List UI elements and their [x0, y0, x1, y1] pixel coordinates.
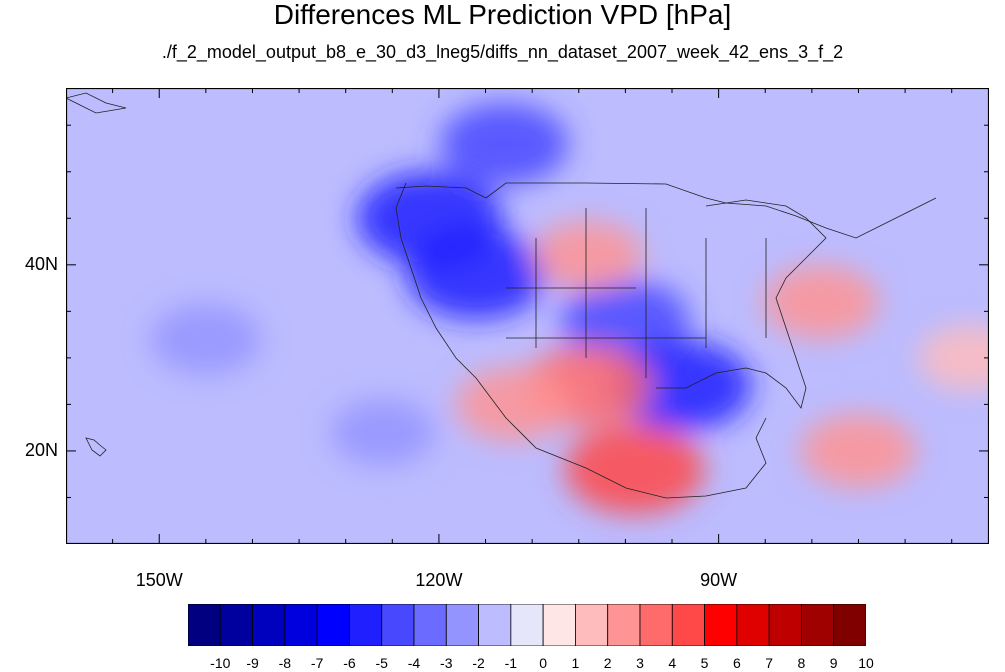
colorbar-label: 2 — [603, 655, 612, 671]
map-frame — [66, 88, 989, 544]
colorbar-label: 5 — [700, 655, 709, 671]
map-title: Differences ML Prediction VPD [hPa] — [273, 0, 732, 30]
colorbar-swatch — [542, 604, 576, 646]
anomaly-region-5 — [533, 220, 644, 291]
colorbar-swatch — [252, 604, 286, 646]
colorbar-label: 8 — [797, 655, 806, 671]
anomaly-region-10 — [800, 413, 917, 488]
colorbar-swatch — [801, 604, 835, 646]
colorbar-swatch — [736, 604, 770, 646]
colorbar-label: -3 — [440, 655, 453, 671]
colorbar-label: -6 — [343, 655, 356, 671]
colorbar-swatch — [316, 604, 350, 646]
map-subtitle: ./f_2_model_output_b8_e_30_d3_lneg5/diff… — [161, 42, 844, 62]
colorbar-swatch — [607, 604, 641, 646]
colorbar-label: 0 — [539, 655, 548, 671]
colorbar-swatch — [510, 604, 544, 646]
colorbar-swatch — [349, 604, 383, 646]
colorbar-swatch — [188, 604, 221, 646]
colorbar-label: 6 — [732, 655, 741, 671]
lon-label: 90W — [700, 570, 738, 590]
anomaly-region-12 — [150, 304, 261, 375]
colorbar-label: 9 — [829, 655, 838, 671]
colorbar-swatch — [768, 604, 802, 646]
colorbar-swatch — [671, 604, 705, 646]
anomaly-region-11 — [918, 324, 989, 391]
colorbar-label: -5 — [375, 655, 388, 671]
colorbar-swatch — [381, 604, 415, 646]
colorbar-swatch — [284, 604, 318, 646]
colorbar-swatch — [833, 604, 866, 646]
colorbar-label: 10 — [858, 655, 874, 671]
lon-label: 120W — [415, 570, 463, 590]
anomaly-region-7 — [564, 424, 705, 515]
colorbar-label: -1 — [504, 655, 518, 671]
colorbar — [188, 604, 866, 646]
colorbar-label: -9 — [246, 655, 259, 671]
colorbar-label: -8 — [278, 655, 292, 671]
vpd-difference-map — [66, 88, 989, 544]
colorbar-label: -7 — [310, 655, 324, 671]
colorbar-label: 7 — [765, 655, 774, 671]
colorbar-swatch — [704, 604, 738, 646]
colorbar-label: -10 — [210, 655, 231, 671]
anomaly-region-2 — [406, 229, 547, 320]
coastline — [66, 92, 937, 499]
anomaly-region-3 — [561, 279, 690, 362]
lat-label: 20N — [24, 439, 58, 460]
colorbar-swatch — [219, 604, 253, 646]
anomaly-region-9 — [763, 265, 880, 340]
colorbar-label: 4 — [668, 655, 677, 671]
colorbar-label: 3 — [636, 655, 644, 671]
anomaly-region-0 — [440, 102, 569, 185]
colorbar-swatch — [413, 604, 447, 646]
colorbar-swatch — [445, 604, 479, 646]
colorbar-swatch — [478, 604, 512, 646]
colorbar-swatch — [639, 604, 673, 646]
lat-label: 40N — [24, 253, 58, 274]
anomaly-region-8 — [455, 367, 572, 442]
colorbar-label: -4 — [407, 655, 421, 671]
anomaly-region-13 — [330, 399, 435, 466]
colorbar-label: -2 — [472, 655, 485, 671]
colorbar-label: 1 — [571, 655, 580, 671]
colorbar-swatch — [575, 604, 609, 646]
lon-label: 150W — [135, 570, 183, 590]
